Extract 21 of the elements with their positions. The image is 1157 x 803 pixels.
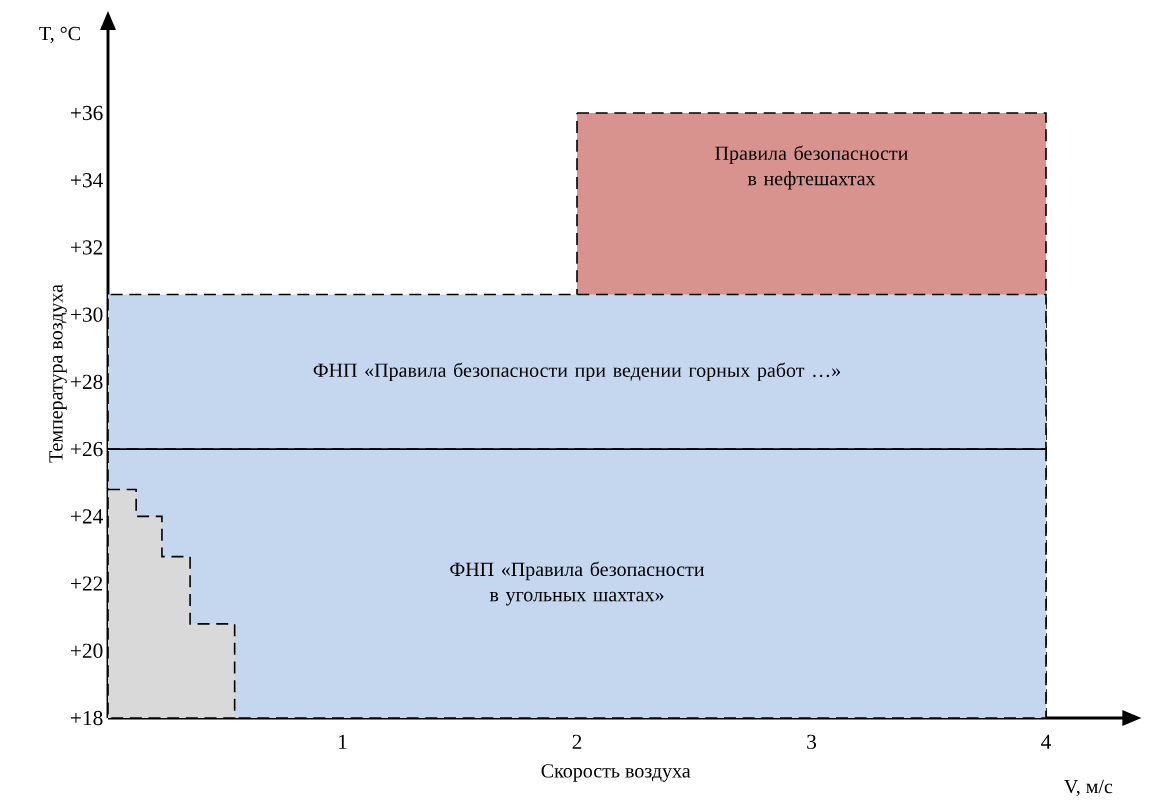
text: T, °C [39, 26, 80, 44]
y-axis-title: Температура воздуха [49, 284, 67, 463]
x-tick-label: 1 [339, 734, 347, 749]
x-tick-label: 2 [572, 734, 582, 749]
y-tick-label: +22 [71, 576, 103, 591]
band-label: ФНП «Правила безопасности в угольных шахтах» [450, 561, 705, 606]
y-tick-label: +26 [71, 441, 103, 457]
y-tick-label: +32 [71, 240, 103, 255]
x-tick-label: 3 [807, 734, 816, 750]
y-tick-label: +28 [71, 374, 103, 390]
y-tick-label: +18 [71, 710, 103, 726]
y-tick-label: +24 [71, 509, 103, 524]
y-tick-label: +20 [71, 643, 103, 658]
y-tick-label: +30 [71, 307, 103, 322]
x-tick-label: 4 [1041, 734, 1051, 749]
series-label: Правила безопасности в нефтешахтах [715, 145, 908, 190]
text: V, м/с [1064, 779, 1113, 797]
y-tick-label: +34 [71, 173, 103, 188]
x-axis-title: Скорость воздуха [541, 764, 691, 782]
y-tick-label: +36 [71, 105, 103, 121]
band-label: ФНП «Правила безопасности при ведении горных работ …» [313, 362, 840, 382]
